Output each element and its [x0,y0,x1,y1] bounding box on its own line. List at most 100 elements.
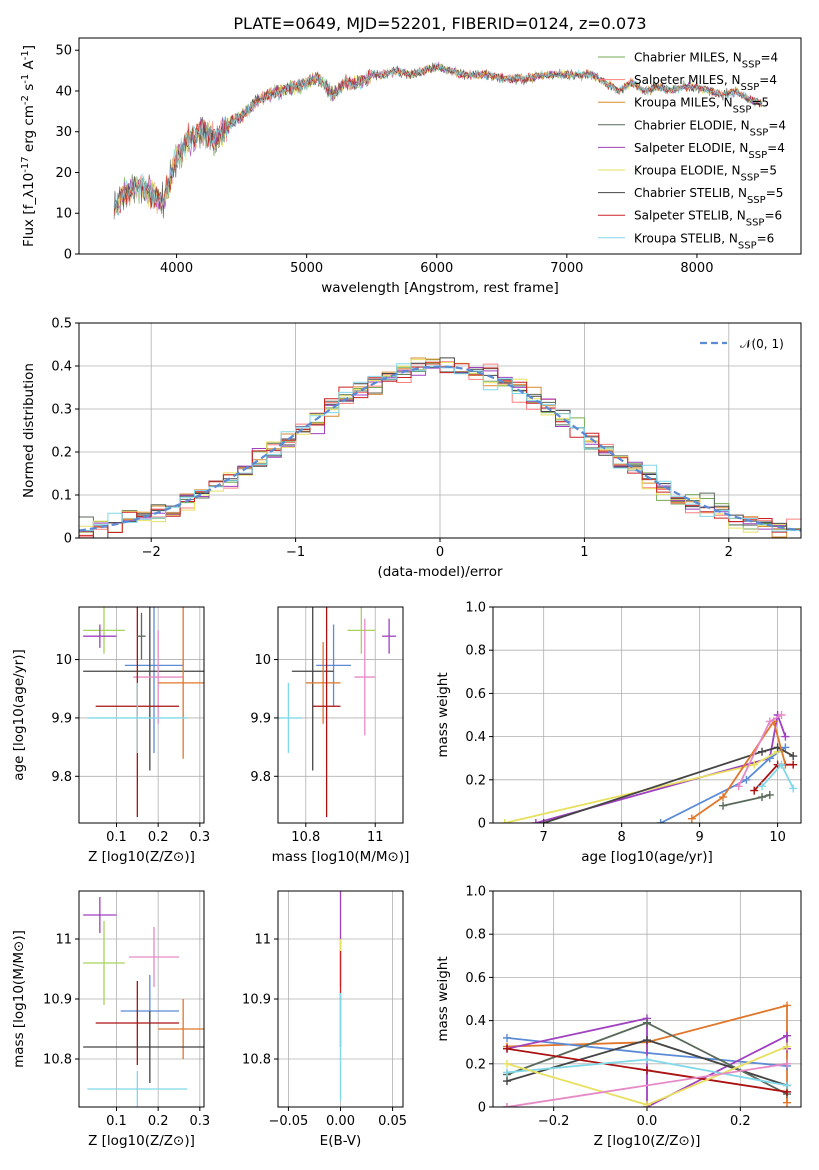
y-tick-label: 0.4 [465,1014,486,1029]
weight-point-marker [503,1103,511,1107]
x-tick-label: 0.2 [148,830,169,845]
x-tick-label: −1 [286,545,305,560]
y-tick-label: 0.6 [465,687,486,702]
plot-area [493,607,801,823]
axes-frame [78,890,205,1108]
x-axis-label: mass [log10(M/M⊙)] [272,849,410,865]
y-tick-label: 0 [64,248,72,263]
y-tick-label: 20 [55,166,72,181]
weight-point-marker [783,1042,791,1051]
mass-weight-vs-z-panel: −0.2 0.0 0.2 0 0.2 0.4 0.6 0.8 1.0 Z [log10(Z/Z⊙)… [435,885,802,1149]
y-tick-label: 10.8 [43,1053,72,1068]
y-tick-label: 0.4 [51,360,72,375]
weight-point-marker [503,1068,511,1077]
x-tick-label: 0.2 [730,1114,751,1129]
weight-point-marker [503,1033,511,1042]
weight-point-marker [539,819,548,823]
weight-point-marker [687,814,696,823]
y-tick-label: 9.8 [51,770,72,785]
weight-point-marker [503,1044,511,1053]
y-tick-label: 0.2 [51,446,72,461]
weight-point-marker [783,1098,791,1107]
weight-point-marker [531,819,540,823]
plot-area [278,607,403,823]
weight-point-marker [503,1059,511,1068]
y-tick-label: 0.8 [465,644,486,659]
plot-area [79,323,801,538]
x-tick-label: 0.1 [106,1114,127,1129]
legend-label: Kroupa STELIB, NSSP=6 [634,231,774,251]
y-tick-label: 0 [64,532,72,547]
y-axis-label: mass weight [435,672,451,757]
legend-label: 𝒩(0, 1) [740,337,784,351]
axes-frame [277,606,404,824]
weight-series-line [543,746,794,823]
figure-title: PLATE=0649, MJD=52201, FIBERID=0124, z=0… [233,14,646,33]
weight-point-marker [643,1100,651,1107]
y-tick-label: 1.0 [465,601,486,616]
weight-series-line [691,719,787,820]
x-tick-label: 7 [540,830,548,845]
x-tick-label: 6000 [420,261,453,276]
x-axis-label: Z [log10(Z/Z⊙)] [594,1133,701,1149]
weight-point-marker [643,1036,651,1045]
weight-point-marker [734,782,743,791]
plot-area [278,891,403,1107]
y-tick-label: 0.8 [465,928,486,943]
y-tick-label: 0.6 [465,971,486,986]
y-tick-label: 0 [478,817,486,832]
y-tick-label: 9.9 [51,711,72,726]
weight-point-marker [758,782,767,791]
weight-series-line [535,711,787,823]
y-tick-label: 10.8 [242,1053,271,1068]
x-axis-label: wavelength [Angstrom, rest frame] [321,280,559,296]
axes-frame [78,322,802,539]
legend-label: Chabrier STELIB, NSSP=5 [634,186,783,206]
weight-series-line [506,1004,788,1103]
y-tick-label: 10.9 [242,993,271,1008]
y-axis-label: Normed distribution [21,363,37,498]
weight-point-marker [777,711,786,719]
y-axis-label: mass [log10(M/M⊙)] [11,930,27,1068]
x-tick-label: −0.05 [268,1114,308,1129]
weight-series-line [506,1062,788,1107]
weight-point-marker [750,760,759,769]
weight-point-marker [783,1059,791,1068]
y-axis-label: mass weight [435,956,451,1041]
x-tick-label: 9 [695,830,703,845]
y-tick-label: 9.9 [250,711,271,726]
x-tick-label: 0.05 [378,1114,407,1129]
x-tick-label: 8000 [680,261,713,276]
legend-label: Chabrier ELODIE, NSSP=4 [634,118,786,138]
y-tick-label: 9.8 [250,770,271,785]
y-axis-label: age [log10(age/yr)] [11,649,27,781]
x-axis-label: Z [log10(Z/Z⊙)] [88,849,195,865]
weight-point-marker [789,752,798,761]
x-tick-label: 8 [618,830,626,845]
weight-series-line [504,750,779,823]
y-tick-label: 0.3 [51,403,72,418]
x-tick-label: 5000 [290,261,323,276]
plot-area [493,891,801,1107]
weight-point-marker [656,819,665,823]
y-tick-label: 0.1 [51,489,72,504]
x-tick-label: 7000 [550,261,583,276]
weight-point-marker [643,1055,651,1064]
axes-frame [492,606,802,824]
plot-area [113,61,763,220]
weight-point-marker [765,790,774,799]
axes-frame [492,890,802,1108]
axes-frame [277,890,404,1108]
weight-point-marker [789,784,798,793]
weight-point-marker [777,760,786,769]
x-axis-label: age [log10(age/yr)] [581,849,713,865]
normal-reference-curve [79,365,801,532]
weight-point-marker [500,819,509,823]
y-tick-label: 0.4 [465,730,486,745]
x-tick-label: 1 [580,545,588,560]
weight-point-marker [783,1001,791,1010]
y-tick-label: 0.2 [465,1057,486,1072]
weight-point-marker [643,1066,651,1075]
